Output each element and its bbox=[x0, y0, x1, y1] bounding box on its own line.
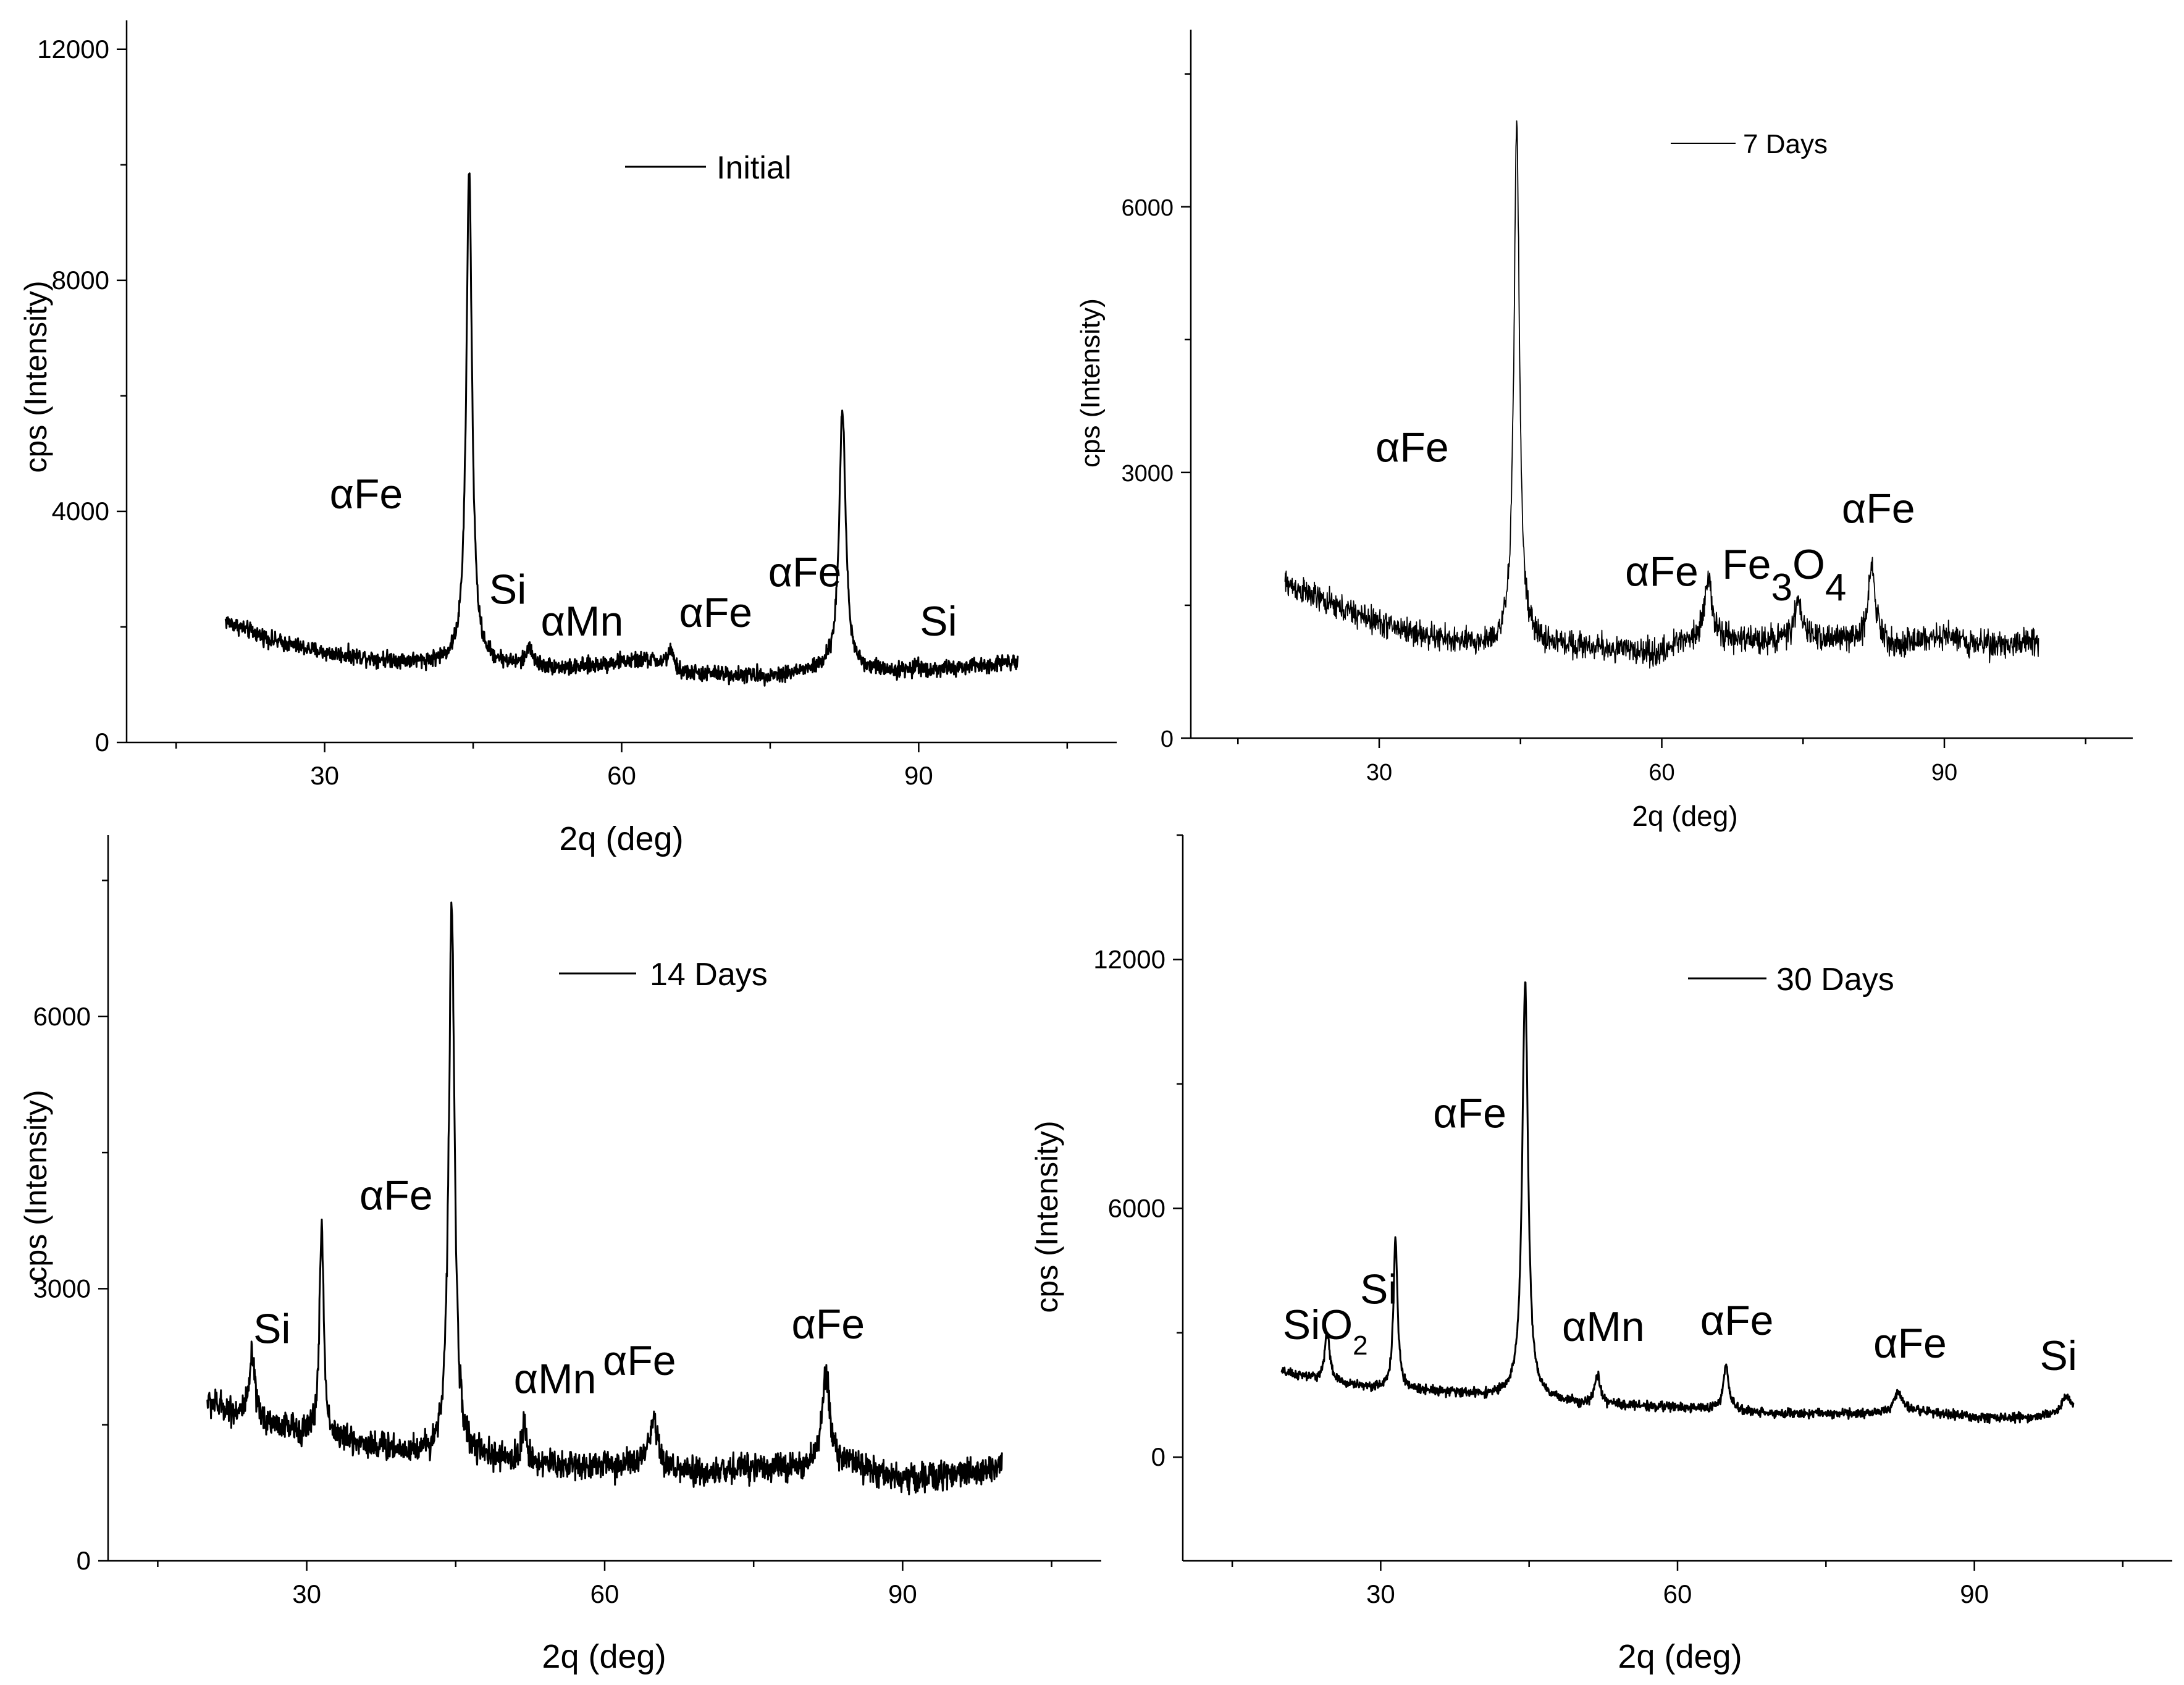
y-tick-label: 8000 bbox=[52, 266, 109, 295]
peak-annotations: SiO2 Si αFe αMn αFe αFe Si bbox=[1283, 1090, 2077, 1379]
y-tick-label: 0 bbox=[95, 728, 109, 757]
x-tick-label: 60 bbox=[1663, 1579, 1692, 1608]
legend-label: Initial bbox=[716, 150, 791, 186]
y-tick-labels: 0 3000 6000 bbox=[33, 1002, 91, 1575]
x-tick-label: 60 bbox=[590, 1579, 620, 1608]
peak-label: αFe bbox=[791, 1301, 865, 1348]
peak-label: αFe bbox=[603, 1337, 676, 1384]
peak-annotations: αFe αFe Fe3O4 αFe bbox=[1376, 424, 1915, 609]
y-tick-label: 0 bbox=[1161, 726, 1174, 752]
peak-label: Si bbox=[1360, 1266, 1397, 1313]
peak-label: Si bbox=[920, 598, 957, 645]
x-tick-label: 90 bbox=[888, 1579, 917, 1608]
axis-ticks bbox=[117, 48, 1069, 752]
y-tick-label: 4000 bbox=[52, 497, 109, 526]
y-tick-label: 0 bbox=[1151, 1442, 1166, 1471]
peak-label: Si bbox=[253, 1306, 290, 1353]
x-tick-label: 30 bbox=[310, 761, 339, 790]
series-line bbox=[1280, 981, 2075, 1424]
peak-label: αFe bbox=[330, 471, 403, 518]
y-axis-label: cps (Intensity) bbox=[1030, 1120, 1064, 1313]
x-tick-label: 90 bbox=[1931, 760, 1957, 786]
peak-label: Si bbox=[489, 566, 526, 613]
x-tick-label: 60 bbox=[1648, 760, 1674, 786]
x-tick-labels: 30 60 90 bbox=[310, 761, 933, 790]
peak-label: SiO2 bbox=[1283, 1301, 1368, 1361]
peak-label: αFe bbox=[359, 1172, 433, 1219]
y-tick-label: 12000 bbox=[1093, 944, 1166, 973]
y-tick-label: 3000 bbox=[1121, 461, 1174, 487]
peak-annotations: Si αFe αMn αFe αFe bbox=[253, 1172, 865, 1403]
panel-initial: Initial 2q (deg) cps (Intensity) 30 60 9… bbox=[19, 20, 1117, 857]
peak-label: αFe bbox=[1873, 1320, 1947, 1367]
series-line bbox=[1284, 120, 2039, 669]
y-tick-label: 6000 bbox=[33, 1002, 91, 1031]
peak-label: αFe bbox=[1376, 424, 1449, 471]
peak-label: αMn bbox=[514, 1355, 597, 1402]
peak-annotations: αFe Si αMn αFe αFe Si bbox=[330, 471, 957, 645]
legend-label: 30 Days bbox=[1776, 962, 1894, 998]
axis-ticks bbox=[98, 880, 1052, 1571]
legend-label: 7 Days bbox=[1743, 129, 1828, 159]
axis-ticks bbox=[1173, 834, 2124, 1571]
axis-ticks bbox=[1181, 73, 2086, 748]
peak-label: αFe bbox=[1433, 1090, 1506, 1137]
x-tick-label: 30 bbox=[1366, 760, 1392, 786]
series-line bbox=[206, 901, 1003, 1495]
y-tick-label: 6000 bbox=[1121, 195, 1174, 221]
x-axis-label: 2q (deg) bbox=[542, 1638, 666, 1675]
peak-label: Fe3O4 bbox=[1722, 541, 1846, 609]
peak-label: Si bbox=[2040, 1332, 2077, 1379]
peak-label: αFe bbox=[1700, 1297, 1774, 1344]
x-tick-label: 60 bbox=[607, 761, 636, 790]
peak-label: αMn bbox=[1562, 1303, 1645, 1350]
panel-7-days: 7 Days 2q (deg) cps (Intensity) 30 60 90… bbox=[1075, 30, 2133, 832]
y-tick-label: 0 bbox=[77, 1546, 91, 1575]
x-tick-label: 30 bbox=[1366, 1579, 1395, 1608]
y-axis-label: cps (Intensity) bbox=[19, 280, 53, 473]
y-tick-labels: 0 4000 8000 12000 bbox=[37, 35, 109, 757]
x-axis-label: 2q (deg) bbox=[1618, 1638, 1742, 1675]
y-tick-label: 12000 bbox=[37, 35, 109, 64]
peak-label: αFe bbox=[1842, 485, 1915, 532]
peak-label: αMn bbox=[540, 598, 623, 645]
x-tick-label: 90 bbox=[904, 761, 933, 790]
x-tick-label: 90 bbox=[1960, 1579, 1989, 1608]
panel-14-days: 14 Days 2q (deg) cps (Intensity) 30 60 9… bbox=[19, 835, 1101, 1675]
panel-30-days: 30 Days 2q (deg) cps (Intensity) 30 60 9… bbox=[1030, 834, 2172, 1675]
y-tick-labels: 0 6000 12000 bbox=[1093, 944, 1166, 1471]
y-tick-label: 3000 bbox=[33, 1274, 91, 1303]
y-axis-label: cps (Intensity) bbox=[1075, 298, 1106, 468]
legend-label: 14 Days bbox=[650, 957, 768, 993]
series-line bbox=[224, 172, 1019, 687]
y-tick-label: 6000 bbox=[1108, 1193, 1166, 1222]
peak-label: αFe bbox=[679, 589, 752, 636]
peak-label: αFe bbox=[1625, 548, 1699, 595]
x-tick-labels: 30 60 90 bbox=[1366, 1579, 1989, 1608]
x-axis-label: 2q (deg) bbox=[559, 820, 683, 857]
y-axis-label: cps (Intensity) bbox=[19, 1090, 53, 1282]
x-tick-label: 30 bbox=[292, 1579, 321, 1608]
x-tick-labels: 30 60 90 bbox=[1366, 760, 1957, 786]
peak-label: αFe bbox=[768, 548, 842, 595]
y-tick-labels: 0 3000 6000 bbox=[1121, 195, 1174, 752]
x-axis-label: 2q (deg) bbox=[1632, 800, 1737, 832]
x-tick-labels: 30 60 90 bbox=[292, 1579, 917, 1608]
